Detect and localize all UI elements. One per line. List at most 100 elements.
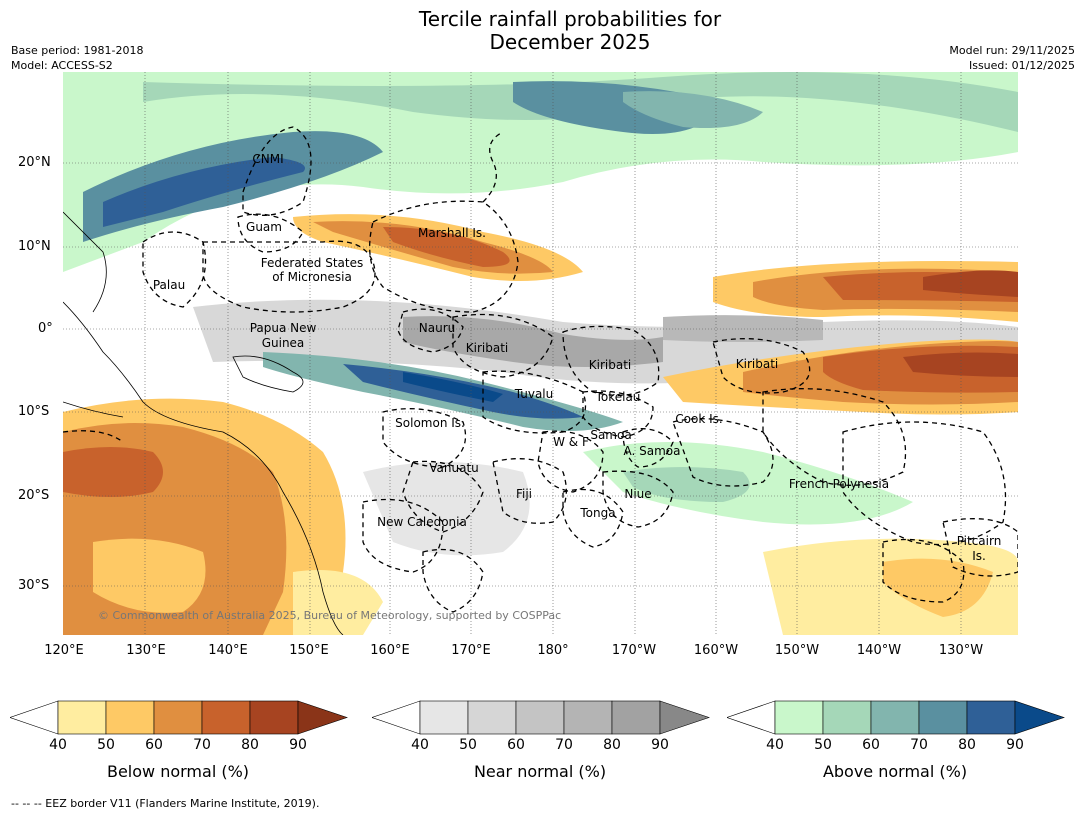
meta-left: Base period: 1981-2018 Model: ACCESS-S2: [11, 43, 143, 73]
colorbar-near-normal-swatch-2: [467, 700, 517, 735]
colorbar-near-tick-40: 40: [411, 737, 429, 753]
lon-label-170e: 170°E: [451, 643, 491, 658]
region-label-tonga: Tonga: [580, 506, 616, 520]
region-label-tokelau: Tokelau: [595, 390, 641, 404]
colorbar-near-tick-90: 90: [651, 737, 669, 753]
lon-label-160e: 160°E: [370, 643, 410, 658]
region-label-pitcairn-line1: Pitcairn: [956, 534, 1002, 548]
colorbar-near-normal-min-arrow: [372, 700, 421, 735]
colorbar-above-normal-swatch-2: [822, 700, 872, 735]
region-label-nauru: Nauru: [418, 321, 456, 335]
region-label-kiribati-central: Kiribati: [588, 358, 632, 372]
lon-label-140e: 140°E: [208, 643, 248, 658]
colorbar-below-normal-swatch-1: [57, 700, 107, 735]
lon-label-150e: 150°E: [289, 643, 329, 658]
colorbar-near-tick-50: 50: [459, 737, 477, 753]
issued-text: Issued: 01/12/2025: [968, 59, 1075, 72]
colorbar-below-normal: [10, 700, 348, 735]
colorbar-above-tick-50: 50: [814, 737, 832, 753]
colorbar-below-normal-swatch-5: [249, 700, 299, 735]
colorbar-below-normal-swatch-3: [153, 700, 203, 735]
region-label-wallis-futuna: W & F: [553, 435, 589, 449]
colorbar-near-normal: [372, 700, 710, 735]
region-label-fiji: Fiji: [515, 487, 533, 501]
region-label-samoa: Samoa: [590, 428, 632, 442]
region-label-marshall-is: Marshall Is.: [418, 226, 486, 240]
region-label-tuvalu: Tuvalu: [514, 387, 554, 401]
region-label-png-line1: Papua New: [249, 321, 317, 335]
colorbar-below-tick-50: 50: [97, 737, 115, 753]
colorbar-above-normal-swatch-3: [870, 700, 920, 735]
colorbar-above-label: Above normal (%): [822, 762, 968, 781]
lat-label-0: 0°: [38, 321, 53, 336]
lat-label-20n: 20°N: [18, 155, 51, 170]
region-label-kiribati-east: Kiribati: [735, 357, 779, 371]
colorbar-near-tick-80: 80: [603, 737, 621, 753]
region-label-kiribati-west: Kiribati: [465, 341, 509, 355]
region-label-png-line2: Guinea: [261, 336, 305, 350]
colorbar-below-tick-70: 70: [193, 737, 211, 753]
base-period-text: Base period: 1981-2018: [11, 44, 144, 57]
rainfall-map: [63, 72, 1018, 635]
colorbar-near-normal-max-arrow: [659, 700, 710, 735]
lon-label-130w: 130°W: [938, 643, 984, 658]
region-label-guam: Guam: [246, 220, 282, 234]
colorbar-above-tick-70: 70: [910, 737, 928, 753]
colorbar-near-normal-swatch-1: [419, 700, 469, 735]
lon-label-120e: 120°E: [44, 643, 84, 658]
colorbar-above-normal: [727, 700, 1065, 735]
colorbar-below-tick-40: 40: [49, 737, 67, 753]
lat-label-30s: 30°S: [18, 578, 50, 593]
colorbar-below-tick-60: 60: [145, 737, 163, 753]
colorbar-above-tick-60: 60: [862, 737, 880, 753]
colorbar-above-tick-90: 90: [1006, 737, 1024, 753]
lat-label-20s: 20°S: [18, 488, 50, 503]
lon-label-140w: 140°W: [856, 643, 902, 658]
colorbar-below-normal-swatch-4: [201, 700, 251, 735]
meta-right: Model run: 29/11/2025 Issued: 01/12/2025: [949, 43, 1075, 73]
region-label-french-polynesia: French Polynesia: [788, 477, 890, 491]
region-label-solomon-is: Solomon Is.: [395, 416, 465, 430]
model-run-text: Model run: 29/11/2025: [949, 44, 1075, 57]
colorbar-below-normal-swatch-2: [105, 700, 155, 735]
map-title: Tercile rainfall probabilities for Decem…: [0, 8, 1085, 54]
region-label-new-caledonia: New Caledonia: [377, 515, 467, 529]
colorbar-near-normal-swatch-3: [515, 700, 565, 735]
colorbar-near-label: Near normal (%): [473, 762, 607, 781]
colorbar-above-tick-40: 40: [766, 737, 784, 753]
copyright-notice: © Commonwealth of Australia 2025, Bureau…: [98, 609, 562, 622]
title-line-2: December 2025: [489, 30, 651, 54]
colorbar-near-normal-swatch-5: [611, 700, 661, 735]
region-label-cnmi: CNMI: [252, 152, 284, 166]
colorbar-above-tick-80: 80: [958, 737, 976, 753]
map-canvas: [63, 72, 1018, 635]
lon-label-160w: 160°W: [693, 643, 739, 658]
colorbar-near-tick-60: 60: [507, 737, 525, 753]
region-label-palau: Palau: [152, 278, 186, 292]
region-label-american-samoa: A. Samoa: [623, 444, 681, 458]
colorbar-above-normal-swatch-4: [918, 700, 968, 735]
region-label-vanuatu: Vanuatu: [429, 461, 479, 475]
region-label-fsm-line2: of Micronesia: [272, 270, 352, 284]
region-label-niue: Niue: [624, 487, 652, 501]
eez-footnote: -- -- -- EEZ border V11 (Flanders Marine…: [11, 797, 320, 810]
title-line-1: Tercile rainfall probabilities for: [418, 7, 722, 31]
lon-label-180: 180°: [537, 643, 569, 658]
lat-label-10s: 10°S: [18, 404, 50, 419]
lon-label-150w: 150°W: [774, 643, 820, 658]
lat-label-10n: 10°N: [18, 239, 51, 254]
colorbar-near-normal-swatch-4: [563, 700, 613, 735]
colorbar-above-normal-min-arrow: [727, 700, 776, 735]
lon-label-170w: 170°W: [611, 643, 657, 658]
colorbar-above-normal-swatch-5: [966, 700, 1016, 735]
lon-label-130e: 130°E: [126, 643, 166, 658]
model-text: Model: ACCESS-S2: [11, 59, 113, 72]
colorbar-below-tick-90: 90: [289, 737, 307, 753]
colorbar-below-label: Below normal (%): [106, 762, 250, 781]
region-label-fsm-line1: Federated States: [260, 256, 364, 270]
colorbar-below-normal-min-arrow: [10, 700, 59, 735]
colorbar-near-tick-70: 70: [555, 737, 573, 753]
colorbar-below-tick-80: 80: [241, 737, 259, 753]
colorbar-above-normal-swatch-1: [774, 700, 824, 735]
colorbar-below-normal-max-arrow: [297, 700, 348, 735]
